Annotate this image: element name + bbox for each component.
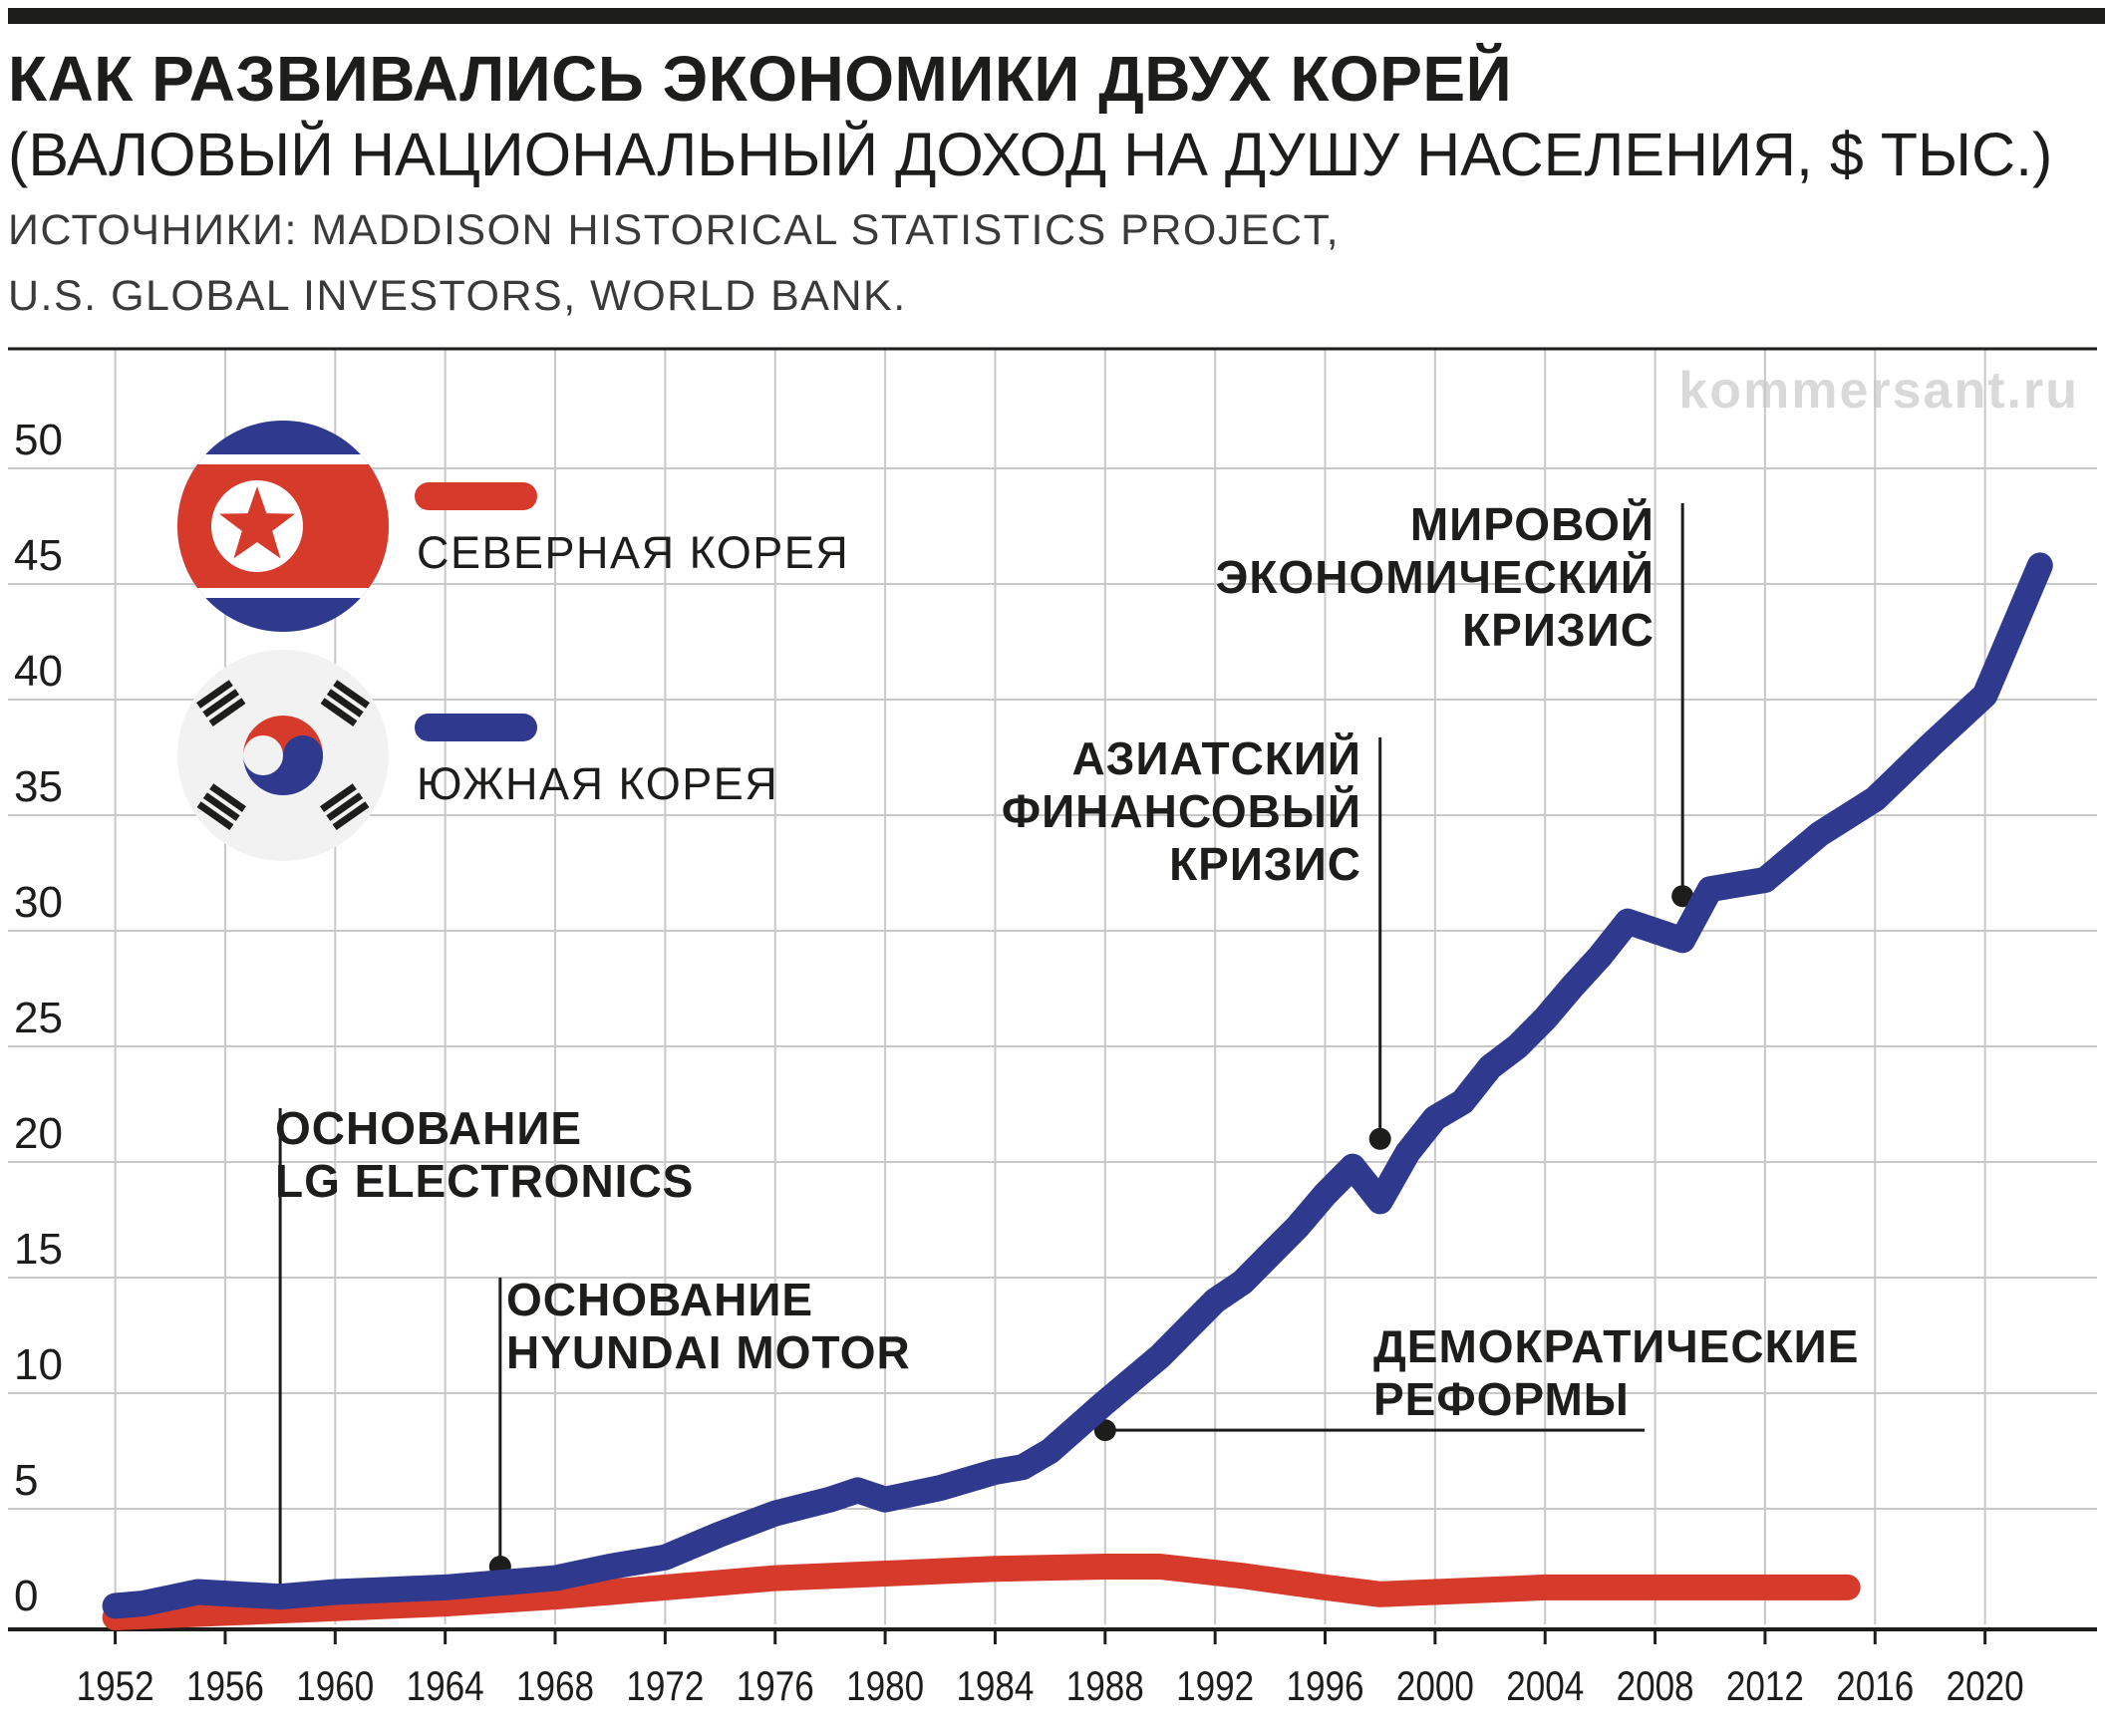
source-note: ИСТОЧНИКИ: MADDISON HISTORICAL STATISTIC…	[8, 197, 1340, 329]
trigram-icon-0	[196, 680, 246, 726]
north-korea-flag	[177, 421, 389, 632]
flag-body	[177, 421, 389, 632]
y-tick-label-20: 20	[14, 1109, 63, 1158]
trigram-bar	[332, 801, 370, 830]
y-tick-label-25: 25	[14, 994, 63, 1042]
y-tick-label-50: 50	[14, 416, 63, 464]
annotation-line: ФИНАНСОВЫЙ	[1002, 785, 1361, 837]
x-tick-label-1964: 1964	[407, 1662, 484, 1709]
annotation-line: КРИЗИС	[1462, 604, 1654, 656]
trigram-bar	[202, 689, 240, 718]
chart-subtitle: (ВАЛОВЫЙ НАЦИОНАЛЬНЫЙ ДОХОД НА ДУШУ НАСЕ…	[8, 121, 2053, 188]
x-tick-label-2012: 2012	[1726, 1662, 1804, 1709]
y-tick-label-5: 5	[14, 1456, 38, 1505]
source-line-2: U.S. GLOBAL INVESTORS, WORLD BANK.	[8, 272, 907, 320]
chart-title: КАК РАЗВИВАЛИСЬ ЭКОНОМИКИ ДВУХ КОРЕЙ	[8, 43, 1513, 115]
trigram-bar	[196, 801, 234, 830]
y-tick-label-40: 40	[14, 647, 63, 696]
annotation-label-0: ОСНОВАНИЕ LG ELECTRONICS	[275, 1102, 694, 1207]
annotation-line: ОСНОВАНИЕ	[506, 1274, 813, 1325]
y-tick-label-0: 0	[14, 1572, 38, 1620]
annotation-label-3: АЗИАТСКИЙ ФИНАНСОВЫЙ КРИЗИС	[1002, 732, 1361, 890]
y-tick-label-45: 45	[14, 531, 63, 580]
taeguk-blue	[243, 735, 323, 795]
y-tick-label-35: 35	[14, 762, 63, 811]
annotation-line: ДЕМОКРАТИЧЕСКИЕ	[1373, 1320, 1859, 1372]
annotation-dot-4	[1671, 885, 1694, 908]
trigram-bar	[202, 792, 240, 821]
trigram-bar	[326, 689, 364, 718]
source-line-1: ИСТОЧНИКИ: MADDISON HISTORICAL STATISTIC…	[8, 206, 1341, 254]
annotation-label-4: МИРОВОЙ ЭКОНОМИЧЕСКИЙ КРИЗИС	[1216, 498, 1654, 656]
series-line-north-korea	[102, 1554, 1861, 1630]
x-tick-label-1988: 1988	[1066, 1662, 1144, 1709]
x-tick-label-1972: 1972	[626, 1662, 704, 1709]
annotation-line: КРИЗИС	[1169, 838, 1361, 890]
x-tick-label-1984: 1984	[956, 1662, 1034, 1709]
x-tick-label-2020: 2020	[1947, 1662, 2024, 1709]
annotation-line: ОСНОВАНИЕ	[275, 1102, 582, 1154]
x-tick-label-1956: 1956	[186, 1662, 264, 1709]
trigram-bar	[320, 783, 357, 812]
x-tick-label-1976: 1976	[737, 1662, 814, 1709]
trigram-bar	[333, 680, 370, 709]
trigram-bar	[196, 680, 233, 709]
annotation-line: ЭКОНОМИЧЕСКИЙ	[1216, 551, 1654, 603]
y-tick-label-10: 10	[14, 1340, 63, 1389]
y-tick-label-15: 15	[14, 1225, 63, 1274]
legend-label-south-korea: ЮЖНАЯ КОРЕЯ	[417, 758, 778, 809]
trigram-bar	[320, 698, 358, 726]
annotation-line: РЕФОРМЫ	[1373, 1373, 1630, 1425]
x-tick-label-2008: 2008	[1617, 1662, 1694, 1709]
x-tick-label-1960: 1960	[296, 1662, 374, 1709]
annotation-label-1: ОСНОВАНИЕ HYUNDAI MOTOR	[506, 1274, 911, 1378]
series-lines	[102, 552, 2053, 1630]
trigram-bar	[209, 783, 246, 812]
x-tick-label-1968: 1968	[516, 1662, 594, 1709]
annotation-dot-2	[1093, 1419, 1116, 1442]
x-tick-label-1996: 1996	[1287, 1662, 1364, 1709]
legend: СЕВЕРНАЯ КОРЕЯ ЮЖНАЯ КОРЕЯ	[177, 421, 849, 861]
series-line-south-korea	[102, 552, 2053, 1619]
annotation-dot-3	[1368, 1127, 1391, 1150]
x-tick-label-2000: 2000	[1396, 1662, 1474, 1709]
trigram-icon-1	[320, 680, 370, 726]
x-tick-label-1980: 1980	[846, 1662, 924, 1709]
axes: 0 5 10 15 20 25 30 35 40 45 50 1952 1956 1960 1964 1968…	[8, 347, 2097, 1709]
x-tick-label-1952: 1952	[77, 1662, 154, 1709]
trigram-bar	[208, 698, 246, 726]
trigram-icon-2	[196, 783, 246, 830]
watermark: kommersant.ru	[1678, 362, 2079, 420]
x-tick-label-1992: 1992	[1176, 1662, 1254, 1709]
x-tick-label-2016: 2016	[1836, 1662, 1914, 1709]
x-tick-label-2004: 2004	[1506, 1662, 1584, 1709]
annotation-line: HYUNDAI MOTOR	[506, 1326, 911, 1378]
annotation-line: МИРОВОЙ	[1410, 498, 1654, 550]
y-tick-label-30: 30	[14, 878, 63, 927]
annotation-line: LG ELECTRONICS	[275, 1155, 694, 1207]
annotation-label-2: ДЕМОКРАТИЧЕСКИЕ РЕФОРМЫ	[1373, 1320, 1859, 1425]
south-korea-flag	[177, 650, 389, 861]
top-rule	[8, 8, 2105, 24]
trigram-bar	[326, 792, 364, 821]
annotation-line: АЗИАТСКИЙ	[1071, 732, 1361, 784]
star-icon	[219, 486, 295, 559]
legend-label-north-korea: СЕВЕРНАЯ КОРЕЯ	[417, 527, 849, 578]
trigram-icon-3	[320, 783, 370, 830]
